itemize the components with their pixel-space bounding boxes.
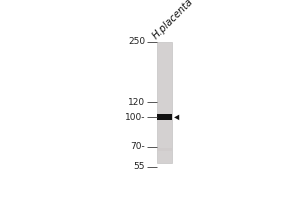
Text: H.placenta: H.placenta <box>151 0 195 41</box>
Bar <box>157 42 172 163</box>
Bar <box>157 114 172 120</box>
Text: 120: 120 <box>128 98 145 107</box>
Text: 55: 55 <box>134 162 145 171</box>
Polygon shape <box>174 115 179 120</box>
Text: 70-: 70- <box>130 142 145 151</box>
Bar <box>157 148 172 151</box>
Text: 250: 250 <box>128 37 145 46</box>
Text: 100-: 100- <box>124 113 145 122</box>
